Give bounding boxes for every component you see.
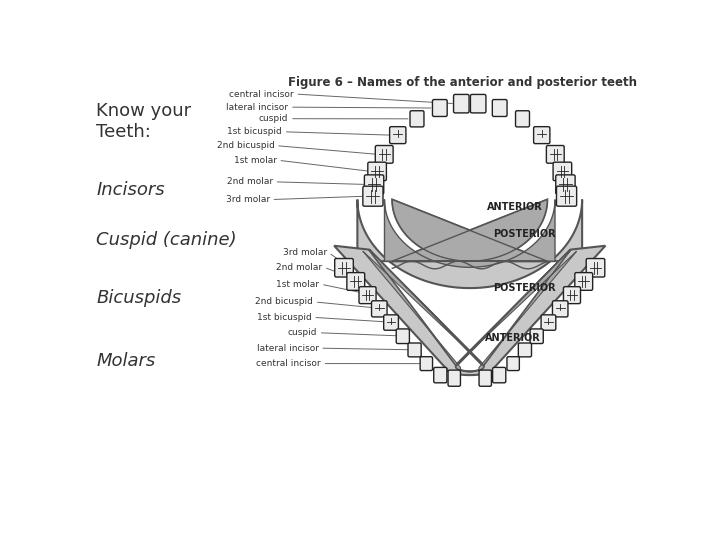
Text: cuspid: cuspid — [287, 328, 317, 338]
Text: ANTERIOR: ANTERIOR — [487, 202, 543, 212]
FancyBboxPatch shape — [359, 287, 376, 303]
Text: cuspid: cuspid — [259, 114, 289, 123]
FancyBboxPatch shape — [347, 273, 365, 291]
FancyBboxPatch shape — [420, 357, 433, 370]
FancyBboxPatch shape — [433, 99, 447, 117]
Text: Molars: Molars — [96, 352, 156, 370]
FancyBboxPatch shape — [408, 343, 421, 357]
FancyBboxPatch shape — [541, 315, 556, 330]
FancyBboxPatch shape — [530, 329, 544, 343]
FancyBboxPatch shape — [518, 343, 531, 357]
FancyBboxPatch shape — [364, 175, 384, 194]
FancyBboxPatch shape — [557, 186, 577, 206]
Text: 1st molar: 1st molar — [276, 280, 320, 289]
FancyBboxPatch shape — [479, 370, 492, 386]
Text: 3rd molar: 3rd molar — [283, 248, 327, 257]
Text: lateral incisor: lateral incisor — [226, 103, 289, 112]
FancyBboxPatch shape — [516, 111, 529, 127]
Text: Cuspid (canine): Cuspid (canine) — [96, 231, 237, 249]
FancyBboxPatch shape — [507, 357, 519, 370]
Text: Bicuspids: Bicuspids — [96, 289, 181, 307]
FancyBboxPatch shape — [586, 259, 605, 277]
FancyBboxPatch shape — [552, 301, 568, 317]
Text: POSTERIOR: POSTERIOR — [493, 229, 556, 239]
FancyBboxPatch shape — [372, 301, 387, 317]
Text: POSTERIOR: POSTERIOR — [493, 283, 556, 293]
FancyBboxPatch shape — [534, 127, 550, 144]
FancyBboxPatch shape — [454, 94, 469, 113]
Text: 1st bicuspid: 1st bicuspid — [228, 127, 282, 136]
Text: 2nd molar: 2nd molar — [227, 177, 273, 186]
FancyBboxPatch shape — [546, 145, 564, 163]
Polygon shape — [357, 200, 582, 288]
Text: central incisor: central incisor — [229, 90, 294, 99]
FancyBboxPatch shape — [396, 329, 410, 343]
FancyBboxPatch shape — [564, 287, 580, 303]
FancyBboxPatch shape — [575, 273, 593, 291]
Text: Figure 6 – Names of the anterior and posterior teeth: Figure 6 – Names of the anterior and pos… — [287, 76, 636, 89]
Text: Incisors: Incisors — [96, 181, 165, 199]
Text: 2nd bicuspid: 2nd bicuspid — [217, 141, 274, 150]
FancyBboxPatch shape — [375, 145, 393, 163]
Text: lateral incisor: lateral incisor — [256, 343, 319, 353]
FancyBboxPatch shape — [410, 111, 424, 127]
FancyBboxPatch shape — [448, 370, 461, 386]
Text: 3rd molar: 3rd molar — [225, 195, 270, 204]
FancyBboxPatch shape — [368, 162, 387, 181]
FancyBboxPatch shape — [470, 94, 486, 113]
Text: Know your
Teeth:: Know your Teeth: — [96, 102, 192, 141]
FancyBboxPatch shape — [433, 367, 447, 383]
FancyBboxPatch shape — [492, 99, 507, 117]
FancyBboxPatch shape — [335, 259, 354, 277]
FancyBboxPatch shape — [390, 127, 406, 144]
Polygon shape — [363, 249, 577, 372]
Text: central incisor: central incisor — [256, 359, 321, 368]
FancyBboxPatch shape — [556, 175, 575, 194]
FancyBboxPatch shape — [384, 315, 398, 330]
Text: 1st molar: 1st molar — [234, 156, 276, 165]
FancyBboxPatch shape — [492, 367, 505, 383]
Polygon shape — [384, 200, 555, 267]
FancyBboxPatch shape — [363, 186, 383, 206]
Text: ANTERIOR: ANTERIOR — [485, 333, 541, 343]
FancyBboxPatch shape — [553, 162, 572, 181]
Text: 1st bicuspid: 1st bicuspid — [257, 313, 312, 322]
Text: 2nd bicuspid: 2nd bicuspid — [256, 298, 313, 307]
Text: 2nd molar: 2nd molar — [276, 263, 323, 272]
Polygon shape — [334, 246, 606, 375]
